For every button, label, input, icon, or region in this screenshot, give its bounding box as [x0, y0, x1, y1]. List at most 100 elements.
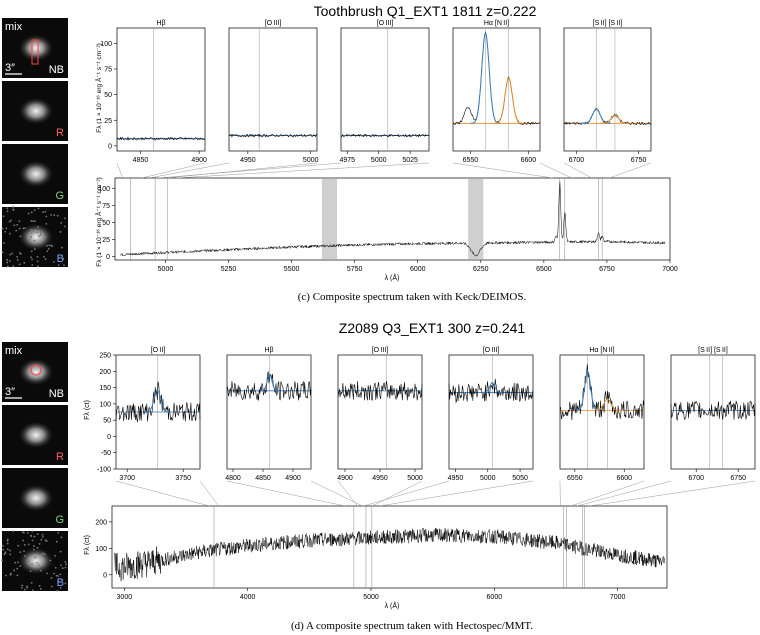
- inset-plot: 4800 4850 4900 Hβ: [225, 347, 312, 482]
- noise-dot: [11, 252, 14, 255]
- connector-line: [226, 480, 346, 507]
- noise-dot: [39, 569, 42, 572]
- noise-dot: [46, 250, 49, 253]
- noise-dot: [36, 546, 39, 549]
- noise-dot: [30, 250, 33, 253]
- connector-line: [452, 162, 553, 179]
- connector-line: [199, 480, 219, 507]
- noise-dot: [9, 549, 11, 552]
- thumbnail-corner-label: mix: [5, 345, 23, 357]
- noise-dot: [4, 230, 7, 233]
- connector-line: [115, 480, 210, 507]
- x-tick-label: 6550: [567, 475, 583, 482]
- noise-dot: [47, 247, 50, 250]
- x-tick-label: 4950: [448, 475, 464, 482]
- noise-dot: [27, 560, 30, 563]
- panel-c-main-ylabel: Fλ (1 × 10⁻¹⁶ erg Å⁻¹ s⁻¹ cm⁻²): [94, 177, 103, 267]
- y-tick-label: 25: [102, 237, 110, 244]
- inset-plot: 3700 3750 -100 -50 0 50 100 150 200 250 [O II]: [97, 347, 201, 482]
- inset-title: Hβ: [156, 20, 165, 27]
- noise-dot: [6, 539, 9, 542]
- connector-line: [570, 480, 645, 507]
- noise-dot: [59, 231, 62, 233]
- inset-spectrum: [115, 381, 201, 423]
- noise-dot: [30, 256, 32, 259]
- connector-line: [310, 480, 363, 507]
- noise-dot: [59, 550, 62, 553]
- noise-dot: [57, 531, 60, 534]
- noise-dot: [64, 582, 67, 585]
- noise-dot: [36, 255, 39, 258]
- x-tick-label: 4000: [240, 594, 256, 601]
- noise-dot: [39, 234, 42, 237]
- x-tick-label: 5250: [221, 266, 237, 273]
- noise-dot: [2, 548, 5, 551]
- noise-dot: [13, 224, 16, 227]
- noise-dot: [53, 260, 55, 263]
- noise-dot: [26, 586, 29, 589]
- noise-dot: [37, 225, 40, 228]
- noise-dot: [27, 543, 30, 546]
- inset-title: Hα [N II]: [589, 347, 614, 354]
- plot-frame: [670, 354, 756, 470]
- connector-line: [589, 480, 756, 507]
- noise-dot: [57, 575, 59, 577]
- noise-dot: [9, 572, 12, 575]
- noise-dot: [33, 239, 36, 242]
- thumbnail-corner-label: mix: [5, 21, 23, 33]
- slit-marker: [31, 39, 39, 65]
- x-tick-label: 4900: [337, 475, 353, 482]
- noise-dot: [30, 232, 33, 235]
- noise-dot: [18, 263, 21, 266]
- connector-line: [372, 480, 423, 507]
- noise-dot: [12, 265, 15, 268]
- inset-plot: 6700 6750 [S II] [S II]: [670, 347, 756, 482]
- noise-dot: [29, 570, 32, 573]
- x-tick-label: 6700: [569, 157, 585, 164]
- noise-dot: [32, 230, 35, 233]
- connector-line: [539, 162, 572, 179]
- noise-dot: [35, 561, 38, 564]
- noise-dot: [37, 564, 40, 566]
- x-tick-label: 5025: [402, 157, 418, 164]
- noise-dot: [44, 258, 47, 261]
- inset-spectrum: [560, 364, 645, 421]
- noise-dot: [18, 252, 21, 254]
- y-tick-label: 100: [100, 41, 112, 48]
- inset-plot: 4900 4950 5000 [O III]: [337, 347, 423, 482]
- noise-dot: [37, 265, 39, 268]
- x-tick-label: 6000: [487, 594, 503, 601]
- inset-plot: 6700 6750 [S II] [S II]: [563, 20, 652, 164]
- thumbnail-label: R: [56, 451, 64, 463]
- noise-dot: [32, 220, 34, 223]
- x-tick-label: 3000: [117, 594, 133, 601]
- noise-dot: [33, 248, 36, 251]
- noise-dot: [53, 572, 56, 575]
- line-fit: [600, 114, 630, 124]
- noise-dot: [23, 550, 25, 553]
- x-tick-label: 5000: [303, 157, 319, 164]
- inset-title: [S II] [S II]: [698, 347, 728, 354]
- inset-title: [O II]: [151, 347, 166, 354]
- y-tick-label: 100: [95, 546, 107, 553]
- y-tick-label: 0: [103, 572, 107, 579]
- inset-spectrum: [563, 107, 652, 126]
- noise-dot: [12, 530, 14, 533]
- y-tick-label: 75: [102, 203, 110, 210]
- x-tick-label: 6600: [521, 157, 537, 164]
- x-tick-label: 7000: [610, 594, 626, 601]
- connector-line: [166, 162, 318, 179]
- connector-line: [563, 162, 592, 179]
- noise-dot: [53, 214, 56, 217]
- plot-frame: [340, 27, 430, 152]
- main-spectrum-plot: 3000 4000 5000 6000 7000 0 100 200: [95, 505, 668, 601]
- x-tick-label: 6600: [616, 475, 632, 482]
- connector-line: [609, 162, 652, 179]
- noise-dot: [65, 563, 68, 566]
- inset-title: [O III]: [483, 347, 500, 354]
- noise-dot: [1, 251, 4, 254]
- x-tick-label: 7000: [662, 266, 678, 273]
- noise-dot: [23, 588, 26, 591]
- noise-dot: [31, 258, 34, 261]
- y-tick-label: 25: [104, 118, 112, 125]
